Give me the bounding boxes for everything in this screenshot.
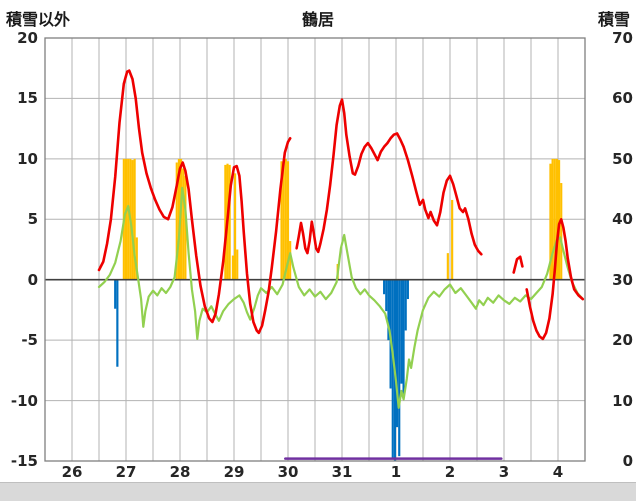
x-axis-tick-label: 26 [61,463,83,481]
right-axis-title: 積雪 [597,10,630,29]
precipitation-bar [400,279,403,384]
sunshine-bar [234,173,237,280]
right-axis-tick-label: 60 [612,89,633,108]
sunshine-bar [289,241,292,280]
precipitation-bar [396,279,399,428]
sunshine-bar [127,158,130,280]
sunshine-bar [177,158,180,280]
sunshine-bar [280,161,283,280]
red-line-segment [295,98,483,256]
sunshine-bar [135,237,138,280]
sunshine-bar [451,199,454,280]
sunshine-bar [553,158,556,280]
precipitation-bar [402,279,405,396]
left-axis-title: 積雪以外 [6,10,71,29]
x-axis-tick-label: 29 [223,463,245,481]
right-axis-tick-label: 70 [612,29,633,47]
chart-title: 鶴居 [301,10,334,29]
sunshine-bar [282,158,285,280]
sunshine-bar [446,253,449,280]
sunshine-bar [131,160,134,280]
precipitation-bar [116,279,119,367]
left-axis-tick-label: 15 [17,89,38,108]
sunshine-bar [560,183,563,280]
right-axis-tick-label: 10 [612,391,633,410]
sunshine-bar [224,164,227,280]
x-axis-tick-label: 4 [552,463,564,481]
x-axis-tick-label: 27 [115,463,137,481]
bottom-scrollbar-strip [0,482,636,501]
precipitation-bar [406,279,409,300]
precipitation-bar [383,279,386,295]
precipitation-bar [387,279,390,341]
precipitation-bar [114,279,117,309]
precipitation-bar [404,279,407,331]
x-axis-tick-label: 3 [498,463,510,481]
left-axis-tick-label: 0 [27,270,38,289]
sunshine-bar [133,158,136,280]
right-axis-tick-label: 0 [622,452,633,470]
sunshine-bar [549,163,552,280]
x-axis-tick-label: 2 [444,463,456,481]
x-axis-tick-label: 30 [277,463,299,481]
right-axis-tick-label: 20 [612,331,633,350]
left-axis-tick-label: -5 [21,331,38,350]
sunshine-bar [184,175,187,280]
left-axis-tick-label: 5 [27,210,38,229]
precipitation-bar [398,279,401,457]
sunshine-bar [236,249,239,280]
x-axis-tick-label: 1 [390,463,402,481]
right-axis-tick-label: 30 [612,270,633,289]
precipitation-bar [385,279,388,312]
right-axis-tick-label: 50 [612,149,633,168]
sunshine-bar [175,162,178,280]
sunshine-bar [551,158,554,280]
sunshine-bar [286,161,290,280]
sunshine-bar [182,168,185,280]
green-line [97,186,584,409]
x-axis-tick-label: 28 [169,463,191,481]
sunshine-bar [284,158,287,280]
sunshine-bar [231,255,234,280]
left-axis-tick-label: -10 [10,391,38,410]
red-line-segment [512,255,524,274]
right-axis-tick-label: 40 [612,210,633,229]
sunshine-bar [228,164,231,280]
precipitation-bar [391,279,394,459]
left-axis-tick-label: 20 [17,29,38,47]
sunshine-bar [558,160,561,280]
x-axis-tick-label: 31 [331,463,353,481]
sunshine-bar [124,158,128,280]
left-axis-tick-label: -15 [10,452,38,470]
plot-frame [44,37,586,462]
red-line-segment [97,69,292,335]
sunshine-bar [555,158,558,280]
red-line-segment [525,218,585,341]
left-axis-tick-label: 10 [17,149,38,168]
